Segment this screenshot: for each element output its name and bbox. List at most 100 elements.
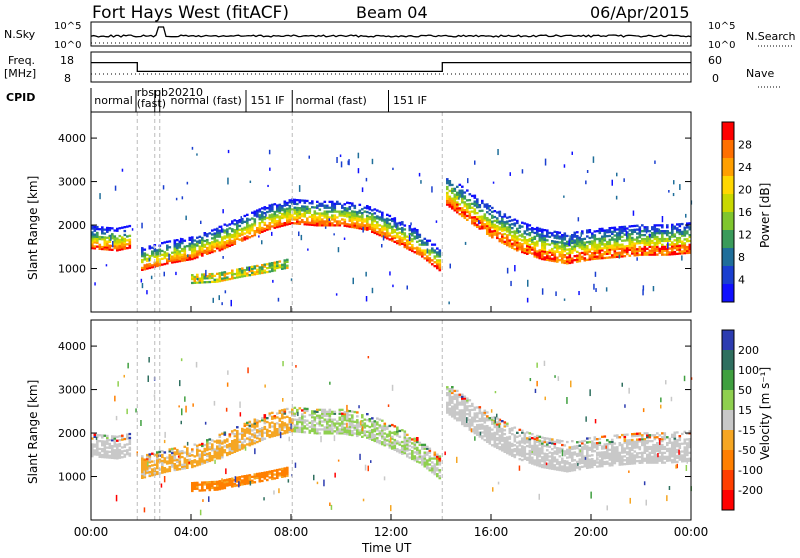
cell: [284, 412, 287, 414]
cell: [481, 435, 484, 437]
cell: [614, 462, 617, 464]
cell: [664, 456, 667, 458]
cell: [686, 442, 689, 444]
cell: [379, 232, 382, 234]
cell: [661, 232, 664, 234]
cell: [556, 441, 559, 443]
cell: [529, 460, 532, 462]
cell: [381, 433, 384, 435]
cell: [544, 229, 547, 231]
cell: [381, 244, 383, 247]
cell: [361, 222, 364, 224]
cell: [94, 239, 97, 241]
cell: [201, 279, 204, 281]
cell: [654, 234, 657, 236]
cell: [479, 418, 482, 420]
cell: [684, 238, 687, 240]
cell: [481, 200, 484, 202]
cell: [679, 251, 682, 253]
cell: [276, 430, 279, 432]
cell: [497, 149, 499, 155]
cell: [219, 232, 222, 234]
cell: [536, 458, 539, 460]
cell: [464, 195, 467, 197]
cell: [221, 446, 224, 448]
cell: [509, 442, 512, 444]
cell: [276, 214, 279, 216]
cell: [464, 197, 467, 199]
cell: [629, 455, 632, 457]
cell: [289, 223, 292, 225]
cell: [376, 427, 379, 429]
cell: [471, 203, 474, 205]
cell: [356, 431, 359, 433]
cell: [286, 259, 289, 261]
cell: [464, 191, 467, 193]
cell: [174, 243, 177, 245]
cell: [404, 244, 407, 246]
cell: [254, 428, 257, 430]
cell: [686, 238, 689, 240]
cell: [594, 460, 597, 462]
cell: [544, 445, 547, 447]
cell: [309, 422, 312, 424]
cell: [256, 441, 259, 443]
cell: [469, 425, 472, 427]
cell: [254, 232, 257, 234]
cell: [269, 204, 272, 206]
cell: [259, 266, 262, 268]
cell: [396, 429, 399, 431]
cell: [111, 437, 114, 439]
cell: [476, 430, 479, 432]
cell: [395, 223, 397, 228]
cell: [319, 214, 322, 216]
cell: [589, 462, 592, 464]
cell: [666, 448, 669, 450]
cell: [384, 432, 387, 434]
cell: [224, 277, 227, 279]
cell: [112, 241, 114, 247]
cell: [659, 238, 662, 240]
cell: [309, 216, 312, 218]
cell: [231, 440, 234, 442]
cell: [686, 450, 689, 452]
cell: [661, 454, 664, 456]
cell: [264, 266, 267, 268]
cell: [651, 228, 654, 230]
cell: [304, 425, 307, 427]
cell: [284, 430, 287, 432]
cell: [246, 272, 249, 274]
cell: [646, 446, 649, 448]
cell: [446, 202, 449, 204]
cell: [524, 432, 527, 434]
cell: [294, 413, 297, 415]
cell: [466, 413, 469, 415]
cell: [304, 200, 307, 202]
cell: [284, 214, 287, 216]
cell: [229, 227, 232, 229]
cell: [591, 254, 594, 256]
cell: [364, 224, 367, 226]
cell: [201, 451, 204, 453]
cell: [286, 202, 289, 204]
cell: [362, 227, 364, 233]
cell: [589, 447, 592, 449]
cell: [274, 435, 277, 437]
cell: [409, 445, 412, 447]
cell: [239, 225, 242, 227]
cell: [499, 211, 501, 215]
cell: [254, 273, 257, 275]
cell: [566, 466, 569, 468]
cell: [684, 234, 687, 236]
cell: [346, 202, 349, 204]
cell: [604, 457, 607, 459]
cell: [661, 446, 664, 448]
cell: [549, 244, 552, 246]
cell: [461, 398, 464, 400]
cell: [256, 423, 259, 425]
cell: [161, 464, 164, 466]
cell: [484, 431, 487, 433]
cell: [344, 221, 347, 223]
cell: [366, 223, 369, 225]
cell: [611, 227, 614, 229]
